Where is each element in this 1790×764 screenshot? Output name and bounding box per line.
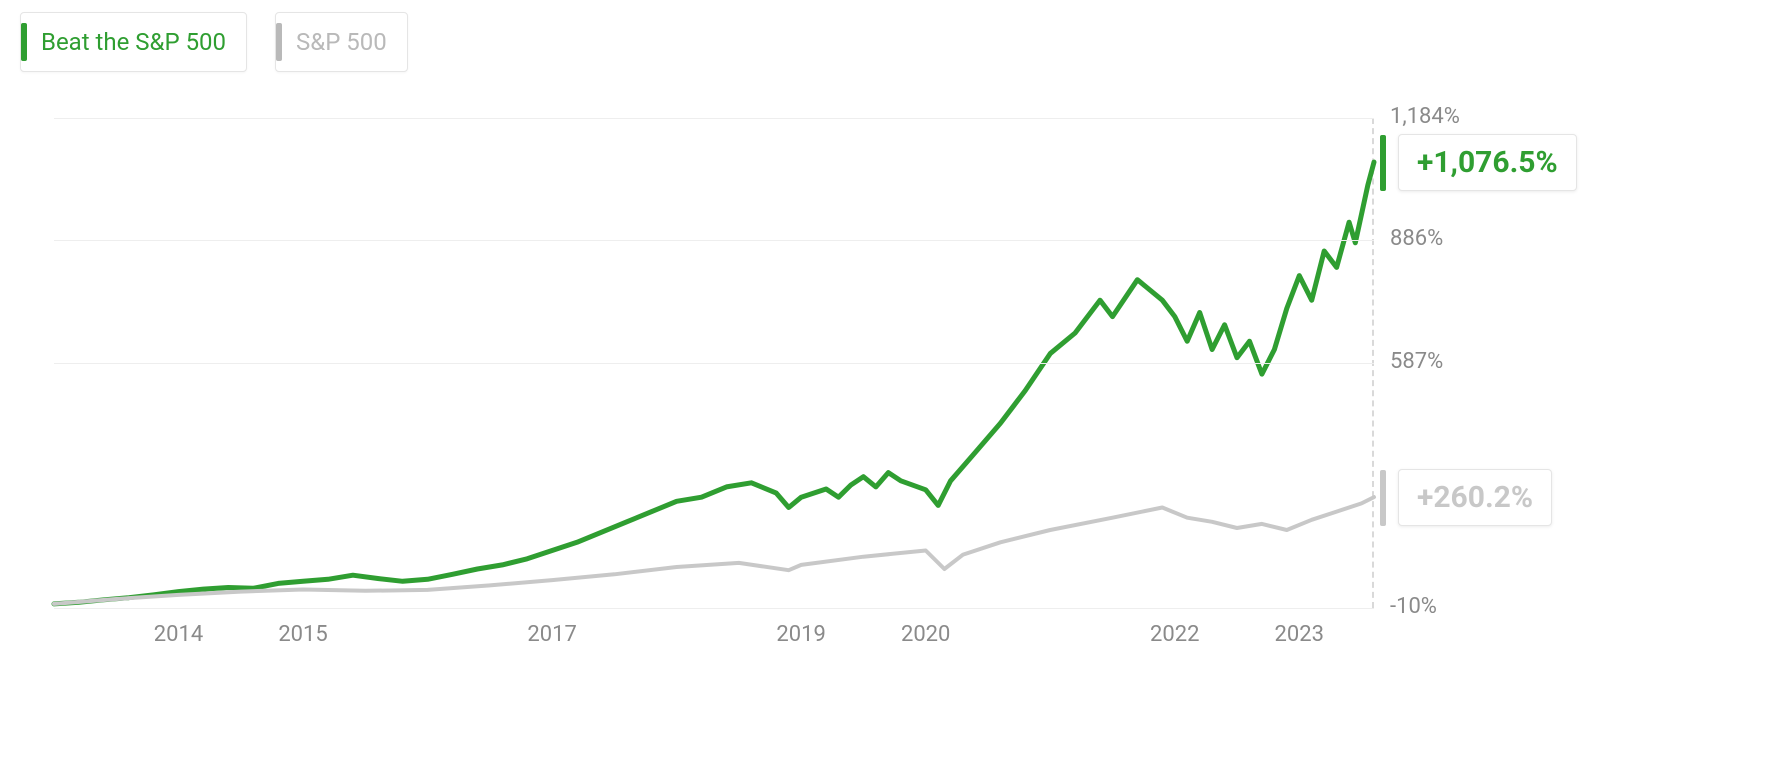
series-end-badge: +260.2% bbox=[1380, 469, 1552, 526]
end-value-label: +260.2% bbox=[1398, 469, 1552, 526]
legend-swatch bbox=[276, 23, 282, 61]
x-axis-label: 2023 bbox=[1275, 622, 1324, 647]
x-axis-label: 2015 bbox=[278, 622, 327, 647]
y-axis-label: 587% bbox=[1390, 349, 1443, 374]
x-axis-label: 2020 bbox=[901, 622, 950, 647]
legend-label: Beat the S&P 500 bbox=[41, 28, 226, 56]
legend-item-series2[interactable]: S&P 500 bbox=[275, 12, 408, 72]
legend-item-series1[interactable]: Beat the S&P 500 bbox=[20, 12, 247, 72]
end-tick bbox=[1380, 135, 1386, 191]
y-axis-label: -10% bbox=[1390, 594, 1437, 619]
chart-plot-area bbox=[54, 118, 1374, 608]
gridline bbox=[54, 363, 1374, 364]
gridline bbox=[54, 240, 1374, 241]
series-end-badge: +1,076.5% bbox=[1380, 134, 1577, 191]
y-axis-label: 886% bbox=[1390, 226, 1443, 251]
y-axis-label: 1,184% bbox=[1390, 104, 1460, 129]
end-value-label: +1,076.5% bbox=[1398, 134, 1577, 191]
gridline bbox=[54, 608, 1374, 609]
end-tick bbox=[1380, 470, 1386, 526]
performance-chart-widget: { "colors":{ "series1":"#2f9e31", "serie… bbox=[0, 0, 1790, 764]
chart-legend: Beat the S&P 500 S&P 500 bbox=[20, 12, 408, 72]
legend-label: S&P 500 bbox=[296, 28, 387, 56]
x-axis-label: 2017 bbox=[527, 622, 576, 647]
x-axis-label: 2022 bbox=[1150, 622, 1199, 647]
gridline bbox=[54, 118, 1374, 119]
x-axis-label: 2014 bbox=[154, 622, 203, 647]
series-line bbox=[54, 162, 1374, 604]
x-axis-label: 2019 bbox=[776, 622, 825, 647]
legend-swatch bbox=[21, 23, 27, 61]
